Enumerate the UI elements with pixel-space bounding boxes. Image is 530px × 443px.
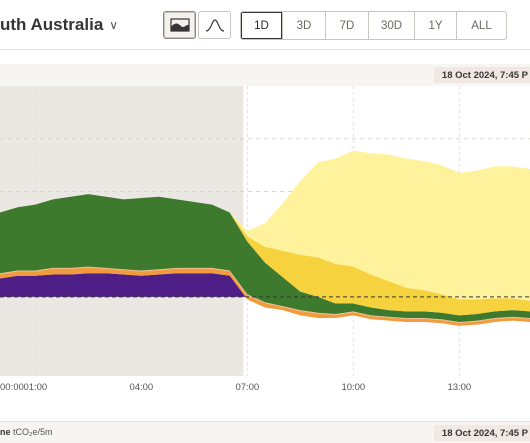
x-tick-label: 13:00 [447,382,472,393]
range-1y[interactable]: 1Y [414,12,456,39]
range-3d[interactable]: 3D [282,12,325,39]
series-wind-area [0,194,530,322]
region-title: uth Australia [0,15,104,34]
x-tick-label: 01:00 [23,382,48,393]
chevron-down-icon: ∨ [109,18,119,32]
line-chart-toggle[interactable] [198,11,231,39]
series-solar-rooftop-area [0,150,530,301]
range-30d[interactable]: 30D [368,12,414,39]
hover-timestamp: 18 Oct 2024, 7:45 P [433,67,530,83]
x-tick-label: 10:00 [341,382,366,393]
top-bar: uth Australia ∨ 1D 3D 7D 30D 1Y ALL [0,0,530,50]
line-chart-icon [205,19,224,32]
generation-stacked-area-chart[interactable] [0,86,530,376]
area-chart-toggle[interactable] [163,11,196,39]
range-all[interactable]: ALL [456,12,506,39]
x-tick-label: 04:00 [129,382,154,393]
range-7d[interactable]: 7D [325,12,368,39]
x-tick-label: 00:00 [0,382,24,393]
range-1d[interactable]: 1D [241,12,282,39]
emissions-label: ne tCO₂e/5m [0,427,53,437]
region-selector[interactable]: uth Australia ∨ [0,12,118,38]
x-axis: 00:00 01:00 04:00 07:00 10:00 13:00 [0,376,530,421]
area-chart-icon [169,18,190,32]
series-battery-area [0,273,530,297]
emissions-band: ne tCO₂e/5m 18 Oct 2024, 7:45 P [0,421,530,443]
emissions-timestamp: 18 Oct 2024, 7:45 P [433,425,530,441]
series-solar-utility-area [0,194,530,316]
series-gas-area [0,266,530,326]
range-selector: 1D 3D 7D 30D 1Y ALL [240,11,507,40]
x-tick-label: 07:00 [235,382,260,393]
chart-header-band: 18 Oct 2024, 7:45 P [0,64,530,86]
